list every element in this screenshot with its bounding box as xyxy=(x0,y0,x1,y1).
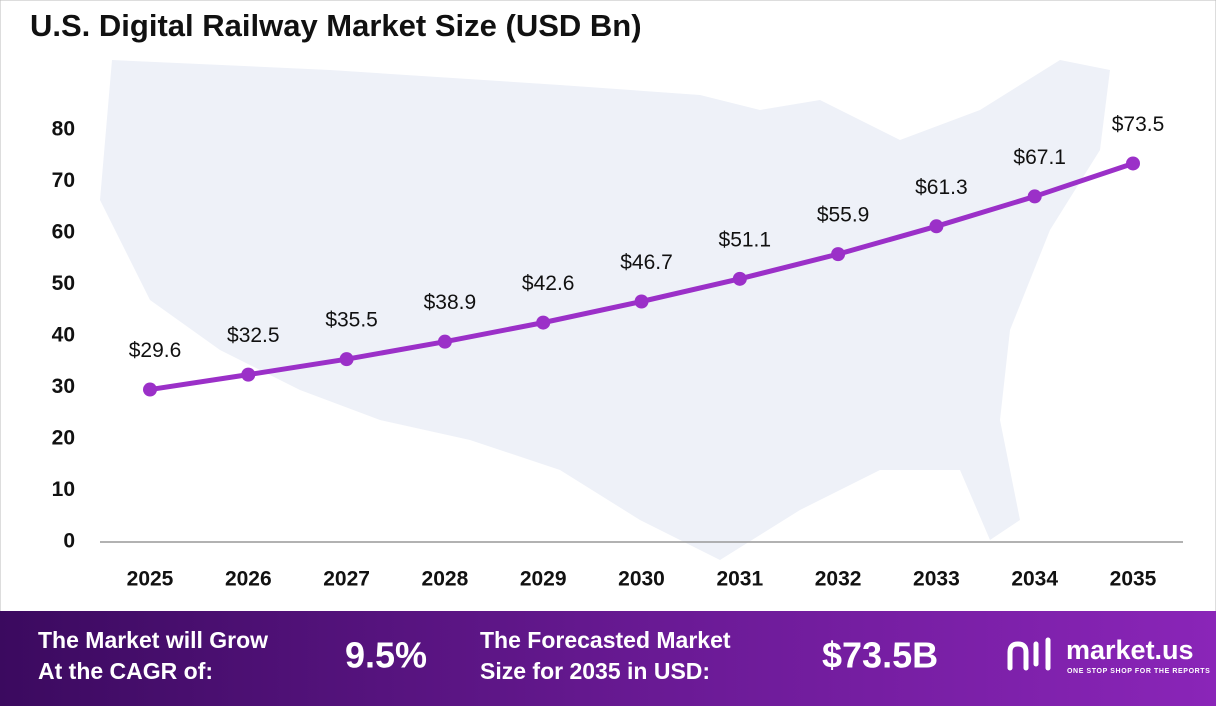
point xyxy=(634,294,649,309)
x-tick-label: 2032 xyxy=(815,568,862,591)
x-tick-label: 2035 xyxy=(1110,568,1157,591)
data-label: $73.5 xyxy=(1112,113,1165,136)
data-label: $61.3 xyxy=(915,176,968,199)
x-tick-label: 2026 xyxy=(225,568,272,591)
x-tick-label: 2025 xyxy=(127,568,174,591)
y-tick-label: 30 xyxy=(52,375,75,398)
x-tick-label: 2031 xyxy=(716,568,763,591)
y-tick-label: 0 xyxy=(63,530,75,553)
footer-band xyxy=(0,611,1216,706)
point xyxy=(831,247,846,262)
logo-icon xyxy=(1007,637,1051,671)
point xyxy=(241,367,256,382)
point xyxy=(143,382,157,397)
logo-text: market.us xyxy=(1066,635,1194,665)
data-label: $32.5 xyxy=(227,324,280,347)
forecast-label-line1: The Forecasted Market xyxy=(480,627,731,653)
data-label: $67.1 xyxy=(1013,146,1066,169)
point xyxy=(732,271,747,286)
data-label: $46.7 xyxy=(620,251,673,274)
cagr-label-line1: The Market will Grow xyxy=(38,627,268,653)
point xyxy=(437,334,452,349)
data-label: $55.9 xyxy=(817,204,870,227)
data-label: $29.6 xyxy=(129,339,182,362)
y-tick-label: 40 xyxy=(52,324,75,347)
x-tick-label: 2033 xyxy=(913,568,960,591)
cagr-value: 9.5% xyxy=(345,635,427,676)
point xyxy=(929,219,944,234)
data-label: $51.1 xyxy=(719,228,772,251)
x-tick-label: 2028 xyxy=(422,568,469,591)
cagr-label-line2: At the CAGR of: xyxy=(38,658,213,684)
forecast-value: $73.5B xyxy=(822,635,938,676)
x-tick-label: 2029 xyxy=(520,568,567,591)
chart-title: U.S. Digital Railway Market Size (USD Bn… xyxy=(30,8,642,43)
point xyxy=(536,315,551,330)
point xyxy=(1027,189,1042,204)
y-tick-label: 60 xyxy=(52,221,75,244)
forecast-label-line2: Size for 2035 in USD: xyxy=(480,658,710,684)
y-tick-label: 10 xyxy=(52,478,75,501)
x-tick-label: 2030 xyxy=(618,568,665,591)
data-label: $38.9 xyxy=(424,291,477,314)
logo-tagline: ONE STOP SHOP FOR THE REPORTS xyxy=(1067,668,1210,675)
y-tick-label: 50 xyxy=(52,272,75,295)
x-tick-label: 2027 xyxy=(323,568,370,591)
point xyxy=(1126,156,1140,171)
y-tick-label: 80 xyxy=(52,118,75,141)
data-label: $35.5 xyxy=(325,309,378,332)
y-tick-label: 20 xyxy=(52,427,75,450)
x-tick-label: 2034 xyxy=(1011,568,1058,591)
y-tick-label: 70 xyxy=(52,169,75,192)
point xyxy=(339,352,354,367)
data-label: $42.6 xyxy=(522,272,575,295)
